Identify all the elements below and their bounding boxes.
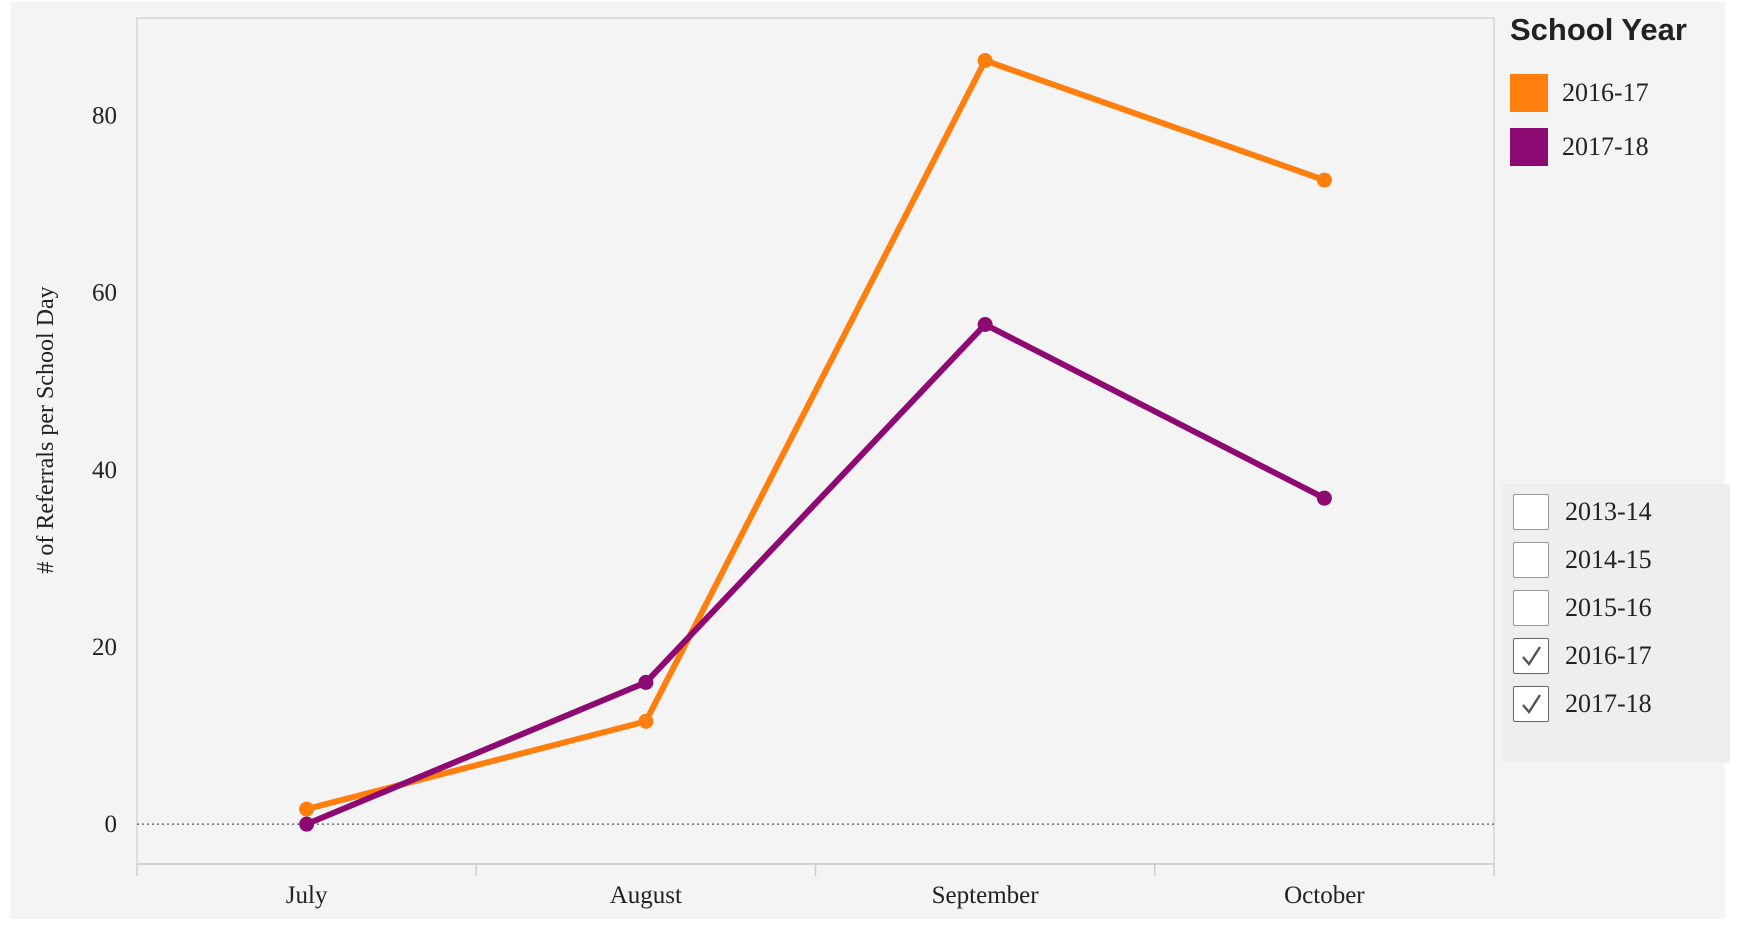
- y-axis-title: # of Referrals per School Day: [33, 286, 59, 573]
- x-tick-label: October: [1284, 882, 1365, 909]
- data-point-2016-17: [299, 801, 315, 817]
- color-legend: School Year 2016-17 2017-18: [1510, 12, 1687, 174]
- x-tick-label: September: [932, 882, 1040, 909]
- filter-label: 2017-18: [1565, 689, 1652, 718]
- series-line-2017-18: [303, 321, 1328, 828]
- legend-label: 2016-17: [1562, 78, 1649, 107]
- data-point-2016-17: [1316, 172, 1332, 188]
- series-line-2016-17: [303, 57, 1328, 813]
- legend-item-2016-17: 2016-17: [1510, 66, 1687, 120]
- filter-label: 2016-17: [1565, 641, 1652, 670]
- checkmark-icon: [1522, 646, 1542, 667]
- data-point-2017-18: [1316, 490, 1332, 506]
- filter-label: 2015-16: [1565, 593, 1652, 622]
- filter-option-2015-16[interactable]: 2015-16: [1502, 584, 1730, 632]
- school-year-filter: 2013-14 2014-15 2015-16 2016-17 2017-18: [1502, 484, 1730, 763]
- data-point-2017-18: [977, 317, 993, 333]
- x-tick-label: August: [610, 882, 682, 909]
- y-tick-label: 80: [92, 102, 117, 129]
- plot-frame: [136, 17, 1495, 865]
- filter-checkbox[interactable]: [1513, 638, 1549, 674]
- legend-swatch: [1510, 128, 1548, 166]
- legend-item-2017-18: 2017-18: [1510, 120, 1687, 174]
- checkmark-icon: [1522, 694, 1542, 715]
- filter-label: 2014-15: [1565, 545, 1652, 574]
- filter-checkbox[interactable]: [1513, 494, 1549, 530]
- data-point-2017-18: [299, 816, 315, 832]
- filter-option-2017-18[interactable]: 2017-18: [1502, 680, 1730, 728]
- legend-title: School Year: [1510, 12, 1687, 47]
- data-point-2016-17: [638, 713, 654, 729]
- chart-panel: [10, 2, 1725, 919]
- filter-checkbox[interactable]: [1513, 542, 1549, 578]
- filter-checkbox[interactable]: [1513, 686, 1549, 722]
- legend-label: 2017-18: [1562, 132, 1649, 161]
- filter-option-2014-15[interactable]: 2014-15: [1502, 536, 1730, 584]
- filter-label: 2013-14: [1565, 497, 1652, 526]
- y-tick-label: 0: [105, 811, 118, 838]
- y-tick-label: 20: [92, 634, 117, 661]
- filter-option-2016-17[interactable]: 2016-17: [1502, 632, 1730, 680]
- filter-option-2013-14[interactable]: 2013-14: [1502, 488, 1730, 536]
- legend-swatch: [1510, 74, 1548, 112]
- filter-checkbox[interactable]: [1513, 590, 1549, 626]
- x-tick-label: July: [286, 882, 328, 909]
- data-point-2017-18: [638, 674, 654, 690]
- y-tick-label: 60: [92, 280, 117, 307]
- data-point-2016-17: [977, 53, 993, 69]
- y-tick-label: 40: [92, 457, 117, 484]
